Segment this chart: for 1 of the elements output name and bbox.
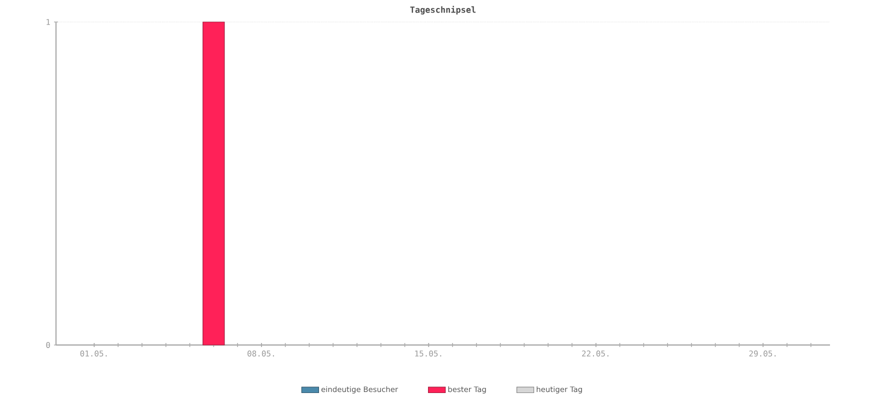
chart-title: Tageschnipsel xyxy=(410,6,476,15)
